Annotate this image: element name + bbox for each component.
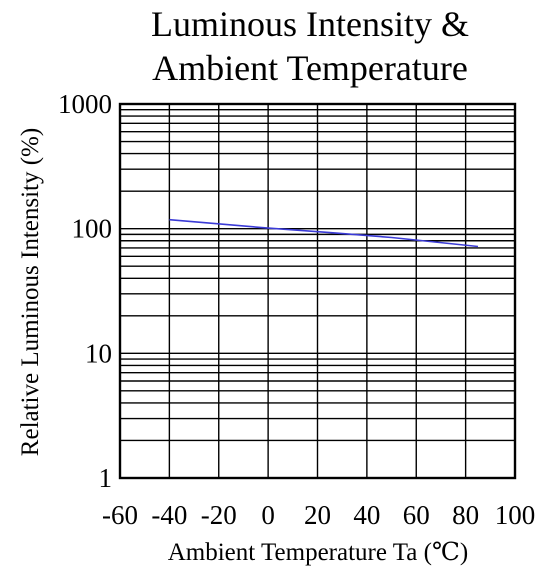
chart-title-line-1: Luminous Intensity & <box>151 4 469 44</box>
y-tick-label: 1 <box>99 463 113 493</box>
series-line <box>169 218 479 248</box>
x-tick-label: 20 <box>304 500 331 530</box>
x-tick-label: 80 <box>452 500 479 530</box>
x-tick-label: -20 <box>201 500 237 530</box>
x-tick-label: 60 <box>403 500 430 530</box>
x-axis-label: Ambient Temperature Ta (℃) <box>168 539 469 566</box>
x-tick-label: 40 <box>353 500 380 530</box>
x-tick-label: 100 <box>495 500 536 530</box>
x-tick-label: -40 <box>151 500 187 530</box>
plot-frame <box>118 102 517 480</box>
y-tick-labels: 1 10 100 1000 <box>58 89 112 493</box>
chart-title-line-2: Ambient Temperature <box>152 48 468 88</box>
y-tick-label: 100 <box>72 214 113 244</box>
y-tick-label: 1000 <box>58 89 112 119</box>
grid <box>119 104 516 479</box>
series-layer <box>169 218 479 248</box>
x-tick-label: -60 <box>102 500 138 530</box>
y-axis-label: Relative Luminous Intensity (%) <box>17 128 44 456</box>
y-tick-label: 10 <box>85 338 112 368</box>
x-tick-labels: -60 -40 -20 0 20 40 60 80 100 <box>102 500 535 530</box>
x-tick-label: 0 <box>261 500 275 530</box>
